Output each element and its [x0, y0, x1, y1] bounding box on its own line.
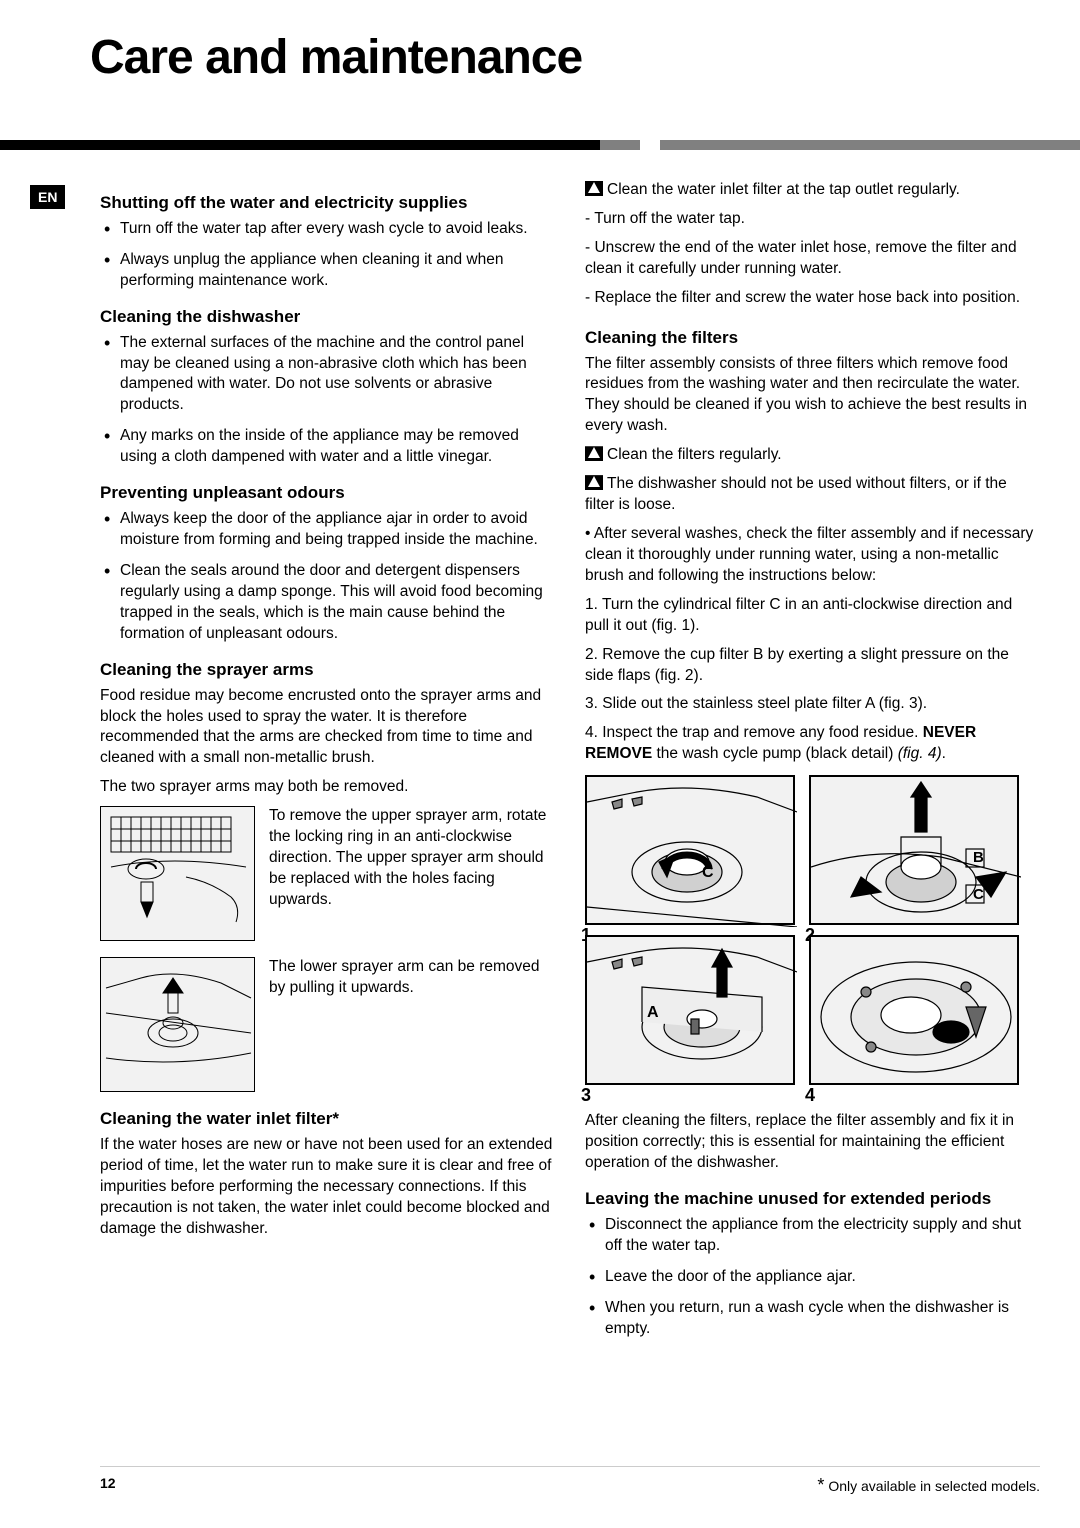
- bullet-text: The external surfaces of the machine and…: [100, 333, 555, 417]
- bullet-text: Clean the seals around the door and dete…: [100, 561, 555, 645]
- paragraph-text: The two sprayer arms may both be removed…: [100, 777, 555, 798]
- warning-icon: [585, 181, 603, 196]
- step-text: 1. Turn the cylindrical filter C in an a…: [585, 595, 1040, 637]
- warning-text: Clean the water inlet filter at the tap …: [607, 181, 960, 198]
- figure-lower-sprayer: [100, 957, 255, 1092]
- list-line: - Replace the filter and screw the water…: [585, 288, 1040, 309]
- heading-sprayer-arms: Cleaning the sprayer arms: [100, 659, 555, 682]
- list-line: - Turn off the water tap.: [585, 209, 1040, 230]
- svg-text:A: A: [647, 1004, 659, 1021]
- heading-shutting-off: Shutting off the water and electricity s…: [100, 192, 555, 215]
- page-title: Care and maintenance: [0, 0, 1080, 85]
- footnote: * Only available in selected models.: [817, 1475, 1040, 1496]
- paragraph-text: To remove the upper sprayer arm, rotate …: [269, 806, 555, 911]
- bullet-text: Always keep the door of the appliance aj…: [100, 509, 555, 551]
- heading-leaving-unused: Leaving the machine unused for extended …: [585, 1188, 1040, 1211]
- bullet-text: Any marks on the inside of the appliance…: [100, 426, 555, 468]
- right-column: Clean the water inlet filter at the tap …: [585, 178, 1040, 1350]
- bullet-text: Disconnect the appliance from the electr…: [585, 1215, 1040, 1257]
- header-bar-gray-1: [600, 140, 640, 150]
- figure-number: 4: [805, 1083, 815, 1107]
- heading-water-inlet-filter: Cleaning the water inlet filter*: [100, 1108, 555, 1131]
- paragraph-text: The filter assembly consists of three fi…: [585, 354, 1040, 438]
- paragraph-text: Food residue may become encrusted onto t…: [100, 686, 555, 770]
- figure-2: B C: [809, 775, 1019, 925]
- paragraph-text: • After several washes, check the filter…: [585, 524, 1040, 587]
- step-text: 4. Inspect the trap and remove any food …: [585, 723, 1040, 765]
- step-text: 3. Slide out the stainless steel plate f…: [585, 694, 1040, 715]
- heading-cleaning-dishwasher: Cleaning the dishwasher: [100, 306, 555, 329]
- left-column: Shutting off the water and electricity s…: [100, 178, 555, 1350]
- paragraph-text: If the water hoses are new or have not b…: [100, 1135, 555, 1240]
- figure-1: C: [585, 775, 795, 925]
- figure-3: A: [585, 935, 795, 1085]
- warning-text: The dishwasher should not be used withou…: [585, 475, 1007, 513]
- warning-icon: [585, 475, 603, 490]
- list-line: - Unscrew the end of the water inlet hos…: [585, 238, 1040, 280]
- paragraph-text: The lower sprayer arm can be removed by …: [269, 957, 555, 999]
- step-text: 2. Remove the cup filter B by exerting a…: [585, 645, 1040, 687]
- heading-preventing-odours: Preventing unpleasant odours: [100, 482, 555, 505]
- figure-number: 3: [581, 1083, 591, 1107]
- bullet-text: Always unplug the appliance when cleanin…: [100, 250, 555, 292]
- language-badge: EN: [30, 185, 65, 209]
- page-footer: 12 * Only available in selected models.: [100, 1466, 1040, 1496]
- heading-cleaning-filters: Cleaning the filters: [585, 327, 1040, 350]
- figure-upper-sprayer: [100, 806, 255, 941]
- paragraph-text: After cleaning the filters, replace the …: [585, 1111, 1040, 1174]
- svg-text:C: C: [973, 886, 984, 903]
- bullet-text: Leave the door of the appliance ajar.: [585, 1267, 1040, 1288]
- warning-text: Clean the filters regularly.: [607, 446, 782, 463]
- header-bar-dark: [0, 140, 600, 150]
- warning-icon: [585, 446, 603, 461]
- bullet-text: When you return, run a wash cycle when t…: [585, 1298, 1040, 1340]
- svg-text:C: C: [702, 864, 714, 881]
- header-bar-gray-2: [660, 140, 1080, 150]
- content-columns: Shutting off the water and electricity s…: [100, 178, 1040, 1350]
- svg-text:B: B: [973, 849, 984, 866]
- page-number: 12: [100, 1475, 116, 1496]
- bullet-text: Turn off the water tap after every wash …: [100, 219, 555, 240]
- figure-4: [809, 935, 1019, 1085]
